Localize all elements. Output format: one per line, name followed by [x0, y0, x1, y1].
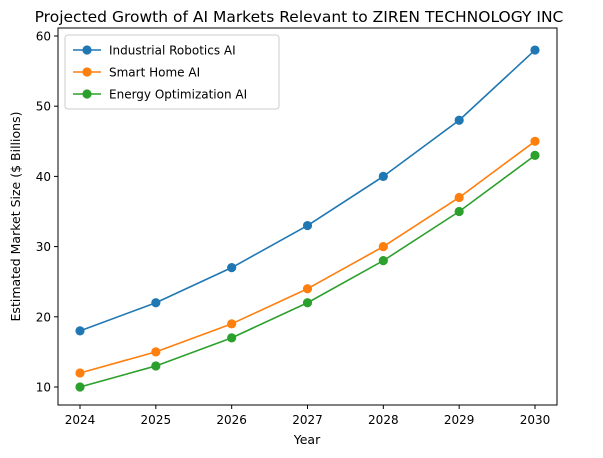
x-axis: 2024 2025 2026 2027 2028 2029 2030 — [65, 405, 551, 427]
x-tick-label: 2024 — [65, 413, 96, 427]
x-tick-label: 2030 — [520, 413, 551, 427]
series-1 — [75, 45, 540, 336]
y-tick-label: 30 — [36, 240, 51, 254]
data-point — [530, 45, 540, 55]
y-tick-label: 20 — [36, 310, 51, 324]
data-point — [227, 333, 237, 343]
data-point — [75, 326, 85, 336]
data-point — [227, 319, 237, 329]
legend-item: Energy Optimization AI — [73, 88, 247, 102]
y-tick-label: 50 — [36, 100, 51, 114]
legend-box — [64, 34, 280, 110]
x-tick-label: 2028 — [368, 413, 399, 427]
legend-marker — [82, 67, 92, 77]
data-point — [151, 361, 161, 371]
data-point — [151, 347, 161, 357]
data-point — [302, 220, 313, 231]
series-line — [79, 140, 536, 374]
series-2 — [75, 136, 540, 378]
legend-label: Smart Home AI — [109, 66, 200, 80]
data-point — [454, 192, 464, 203]
x-tick-label: 2029 — [444, 413, 475, 427]
chart-title: Projected Growth of AI Markets Relevant … — [35, 8, 564, 26]
legend-label: Energy Optimization AI — [109, 88, 247, 102]
data-point — [454, 115, 464, 125]
data-point — [302, 298, 313, 308]
x-axis-label: Year — [293, 432, 321, 447]
data-point — [151, 298, 161, 308]
data-point — [378, 242, 388, 252]
data-point — [227, 263, 237, 273]
legend-label: Industrial Robotics AI — [109, 44, 236, 58]
data-point — [530, 150, 540, 160]
data-point — [302, 284, 313, 294]
x-tick-label: 2025 — [141, 413, 172, 427]
y-tick-label: 60 — [36, 30, 51, 44]
series-line — [79, 154, 536, 388]
y-axis: 10 20 30 40 50 60 — [36, 30, 58, 395]
series-3 — [75, 150, 540, 392]
legend: Industrial Robotics AI Smart Home AI Energ… — [64, 34, 280, 110]
y-axis-label: Estimated Market Size ($ Billions) — [8, 112, 23, 322]
x-tick-label: 2027 — [292, 413, 323, 427]
x-tick-label: 2026 — [216, 413, 247, 427]
legend-item: Industrial Robotics AI — [73, 44, 236, 58]
y-tick-label: 10 — [36, 381, 51, 395]
data-point — [530, 136, 540, 146]
y-tick-label: 40 — [36, 170, 51, 184]
data-point — [454, 206, 464, 217]
series-layer — [75, 45, 540, 392]
data-point — [378, 256, 388, 266]
data-point — [378, 171, 388, 181]
legend-item: Smart Home AI — [73, 66, 200, 80]
data-point — [75, 368, 85, 378]
legend-marker — [82, 89, 92, 99]
legend-marker — [82, 45, 92, 55]
data-point — [75, 382, 85, 392]
